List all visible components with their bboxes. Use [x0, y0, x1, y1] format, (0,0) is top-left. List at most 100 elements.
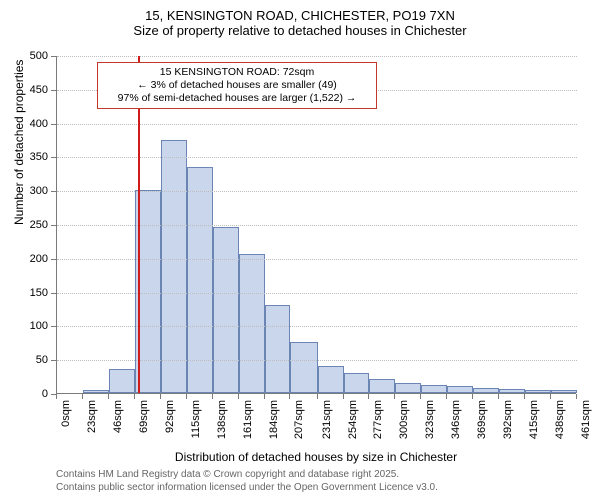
- x-tick-mark: [446, 394, 447, 399]
- footer-line2: Contains public sector information licen…: [56, 482, 438, 495]
- x-tick-mark: [524, 394, 525, 399]
- grid-line: [57, 326, 577, 327]
- chart-title-main: 15, KENSINGTON ROAD, CHICHESTER, PO19 7X…: [0, 8, 600, 23]
- y-tick-label: 500: [8, 50, 48, 62]
- histogram-bar: [187, 167, 213, 393]
- annotation-line1: 15 KENSINGTON ROAD: 72sqm: [104, 66, 370, 79]
- histogram-bar: [551, 390, 577, 393]
- annotation-box: 15 KENSINGTON ROAD: 72sqm ← 3% of detach…: [97, 62, 377, 109]
- x-tick-label: 231sqm: [321, 400, 333, 439]
- histogram-bar: [369, 379, 395, 393]
- grid-line: [57, 157, 577, 158]
- y-tick-mark: [51, 225, 56, 226]
- x-tick-mark: [289, 394, 290, 399]
- y-tick-label: 400: [8, 118, 48, 130]
- x-tick-mark: [186, 394, 187, 399]
- y-tick-label: 350: [8, 151, 48, 163]
- histogram-bar: [421, 385, 447, 393]
- x-tick-mark: [498, 394, 499, 399]
- histogram-bar: [239, 254, 265, 393]
- y-tick-mark: [51, 157, 56, 158]
- y-tick-mark: [51, 360, 56, 361]
- grid-line: [57, 259, 577, 260]
- x-tick-label: 254sqm: [347, 400, 359, 439]
- x-tick-label: 207sqm: [293, 400, 305, 439]
- histogram-bar: [447, 386, 473, 393]
- x-tick-mark: [264, 394, 265, 399]
- footer: Contains HM Land Registry data © Crown c…: [56, 469, 438, 494]
- histogram-bar: [290, 342, 317, 393]
- x-tick-mark: [134, 394, 135, 399]
- annotation-line2: ← 3% of detached houses are smaller (49): [104, 79, 370, 92]
- histogram-bar: [213, 227, 239, 393]
- y-tick-mark: [51, 56, 56, 57]
- x-tick-label: 184sqm: [268, 400, 280, 439]
- x-tick-label: 277sqm: [372, 400, 384, 439]
- x-tick-label: 23sqm: [86, 400, 98, 433]
- x-tick-label: 138sqm: [216, 400, 228, 439]
- y-tick-label: 450: [8, 84, 48, 96]
- histogram-bar: [344, 373, 370, 393]
- y-tick-mark: [51, 326, 56, 327]
- annotation-line3: 97% of semi-detached houses are larger (…: [104, 92, 370, 105]
- y-tick-mark: [51, 191, 56, 192]
- y-tick-mark: [51, 90, 56, 91]
- x-tick-mark: [550, 394, 551, 399]
- grid-line: [57, 293, 577, 294]
- x-tick-mark: [160, 394, 161, 399]
- title-block: 15, KENSINGTON ROAD, CHICHESTER, PO19 7X…: [0, 0, 600, 38]
- x-tick-label: 69sqm: [138, 400, 150, 433]
- y-tick-mark: [51, 259, 56, 260]
- x-tick-mark: [343, 394, 344, 399]
- x-tick-label: 392sqm: [502, 400, 514, 439]
- x-tick-label: 461sqm: [580, 400, 592, 439]
- chart-container: 15, KENSINGTON ROAD, CHICHESTER, PO19 7X…: [0, 0, 600, 500]
- histogram-bar: [473, 388, 499, 393]
- chart-title-sub: Size of property relative to detached ho…: [0, 23, 600, 38]
- x-tick-label: 92sqm: [164, 400, 176, 433]
- y-tick-mark: [51, 293, 56, 294]
- histogram-bar: [499, 389, 525, 393]
- grid-line: [57, 225, 577, 226]
- y-tick-label: 300: [8, 185, 48, 197]
- x-tick-label: 300sqm: [398, 400, 410, 439]
- y-tick-label: 200: [8, 253, 48, 265]
- histogram-bar: [83, 390, 109, 393]
- y-tick-mark: [51, 124, 56, 125]
- y-tick-label: 0: [8, 388, 48, 400]
- x-tick-label: 0sqm: [60, 400, 72, 427]
- histogram-bar: [265, 305, 291, 393]
- x-tick-label: 323sqm: [424, 400, 436, 439]
- grid-line: [57, 56, 577, 57]
- x-tick-mark: [212, 394, 213, 399]
- x-tick-label: 438sqm: [554, 400, 566, 439]
- x-tick-mark: [56, 394, 57, 399]
- x-tick-label: 115sqm: [190, 400, 202, 438]
- histogram-bar: [161, 140, 187, 394]
- grid-line: [57, 360, 577, 361]
- x-tick-mark: [368, 394, 369, 399]
- x-tick-mark: [472, 394, 473, 399]
- x-tick-mark: [394, 394, 395, 399]
- histogram-bar: [395, 383, 421, 393]
- grid-line: [57, 124, 577, 125]
- histogram-bar: [109, 369, 135, 393]
- histogram-bar: [525, 390, 551, 393]
- x-tick-mark: [82, 394, 83, 399]
- x-tick-mark: [317, 394, 318, 399]
- x-axis-title: Distribution of detached houses by size …: [56, 450, 576, 464]
- histogram-bar: [318, 366, 344, 393]
- plot-area: 15 KENSINGTON ROAD: 72sqm ← 3% of detach…: [56, 56, 576, 394]
- x-tick-label: 346sqm: [450, 400, 462, 439]
- grid-line: [57, 191, 577, 192]
- y-tick-label: 150: [8, 287, 48, 299]
- x-tick-mark: [108, 394, 109, 399]
- y-tick-label: 100: [8, 320, 48, 332]
- x-tick-mark: [576, 394, 577, 399]
- plot-area-wrap: 15 KENSINGTON ROAD: 72sqm ← 3% of detach…: [56, 56, 576, 394]
- footer-line1: Contains HM Land Registry data © Crown c…: [56, 469, 438, 482]
- y-tick-label: 50: [8, 354, 48, 366]
- y-tick-label: 250: [8, 219, 48, 231]
- x-tick-label: 161sqm: [242, 400, 254, 439]
- x-tick-mark: [238, 394, 239, 399]
